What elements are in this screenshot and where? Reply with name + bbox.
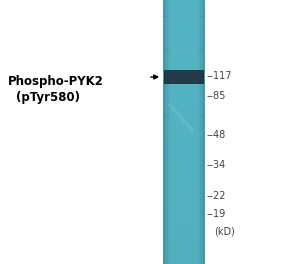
Bar [163,76,205,79]
Bar [163,244,205,248]
Bar [163,195,205,198]
Text: (pTyr580): (pTyr580) [16,92,80,105]
Bar [163,106,205,109]
Bar [163,50,205,53]
Bar [164,70,204,84]
Bar [163,248,205,251]
Bar [163,165,205,168]
Bar [163,221,205,224]
Bar [163,251,205,254]
Bar [163,198,205,201]
Bar [163,155,205,158]
Bar [163,211,205,214]
Bar [163,23,205,26]
Bar [163,145,205,148]
Bar [163,185,205,188]
Bar [163,182,205,185]
Bar [163,168,205,172]
Text: --22: --22 [207,191,226,201]
Bar [163,132,205,135]
Bar [163,191,205,195]
Text: --117: --117 [207,71,233,81]
Bar [163,59,205,63]
Bar [163,40,205,43]
Bar [163,116,205,119]
Bar [163,257,205,261]
Bar [163,261,205,264]
Text: Phospho-PYK2: Phospho-PYK2 [8,76,104,88]
Bar [163,214,205,218]
Bar [163,56,205,59]
Text: --34: --34 [207,160,226,170]
Bar [163,10,205,13]
Text: (kD): (kD) [214,227,235,237]
Bar [163,112,205,116]
Bar [163,148,205,152]
Bar [163,142,205,145]
Text: --19: --19 [207,209,226,219]
Bar [163,53,205,56]
Bar [163,205,205,208]
Bar [163,36,205,40]
Bar [163,79,205,82]
Bar [163,224,205,228]
Bar [163,16,205,20]
Bar [163,43,205,46]
Bar [163,73,205,76]
Bar [163,208,205,211]
Bar [163,125,205,129]
Bar [163,135,205,139]
Bar [163,234,205,238]
Bar [163,20,205,23]
Bar [163,152,205,155]
Bar [163,218,205,221]
Bar [163,228,205,231]
Bar [163,188,205,191]
Bar [163,158,205,162]
Bar [163,139,205,142]
Bar [163,13,205,16]
Bar [163,69,205,73]
Bar [163,89,205,92]
Bar [163,26,205,30]
Bar [163,102,205,106]
Bar [163,33,205,36]
Bar [163,172,205,175]
Bar [163,162,205,165]
Bar [163,99,205,102]
Bar [163,66,205,69]
Text: --85: --85 [207,91,226,101]
Bar [163,175,205,178]
Bar [163,96,205,99]
Bar [163,92,205,96]
Bar [163,178,205,182]
Bar [163,0,205,264]
Bar [163,129,205,132]
Bar [163,86,205,89]
Bar [163,254,205,257]
Bar [163,109,205,112]
Bar [163,46,205,50]
Bar [163,119,205,122]
Bar [163,238,205,241]
Bar [163,82,205,86]
Bar [163,122,205,125]
Bar [163,63,205,66]
Bar [163,30,205,33]
Bar [163,231,205,234]
Text: --48: --48 [207,130,226,140]
Bar [163,201,205,205]
Bar [163,0,205,3]
Bar [163,7,205,10]
Bar [163,241,205,244]
Bar [163,3,205,7]
